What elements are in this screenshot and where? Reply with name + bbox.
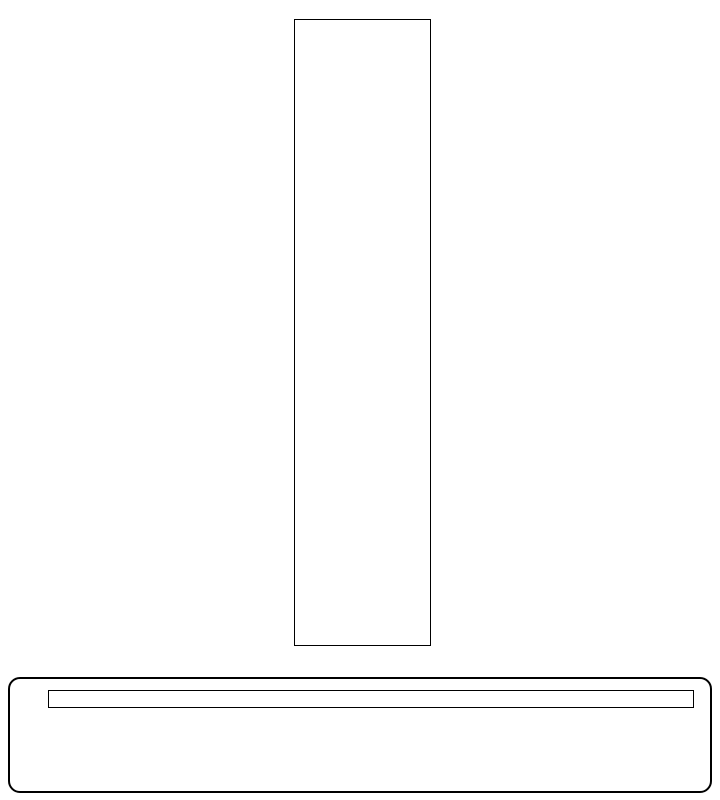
legend-panel xyxy=(8,677,712,793)
aod-map-raster xyxy=(294,19,431,646)
colorbar-gradient xyxy=(48,690,694,708)
